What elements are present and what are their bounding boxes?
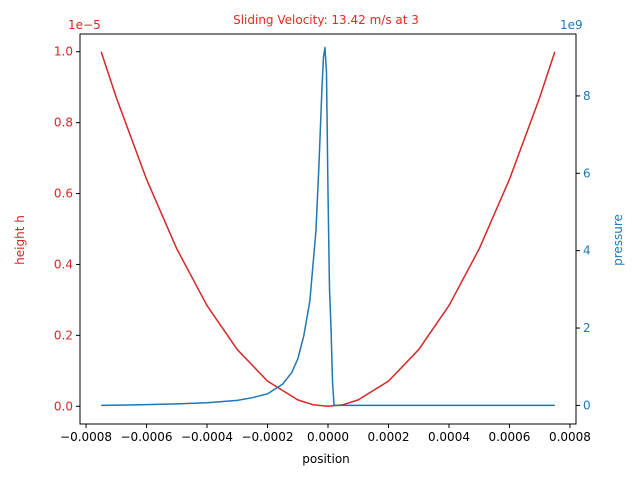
x-axis-label: position — [302, 452, 350, 466]
height-series-line — [100, 51, 556, 408]
y-left-tick-label: 0.2 — [54, 328, 73, 342]
y-right-tick-label: 2 — [583, 321, 591, 335]
x-tick-label: −0.0006 — [121, 430, 173, 444]
x-tick-label: 0.0002 — [367, 430, 409, 444]
y-right-tick-label: 4 — [583, 244, 591, 258]
right-axis-multiplier: 1e9 — [560, 18, 583, 32]
x-tick-label: 0.0004 — [428, 430, 470, 444]
y-right-tick-label: 8 — [583, 89, 591, 103]
x-tick-label: 0.0008 — [549, 430, 591, 444]
chart-title: Sliding Velocity: 13.42 m/s at 3 — [233, 13, 419, 27]
x-tick-label: −0.0008 — [60, 430, 112, 444]
y-left-tick-label: 0.8 — [54, 116, 73, 130]
y-right-tick-label: 6 — [583, 166, 591, 180]
x-tick-label: 0.0000 — [307, 430, 349, 444]
plot-area: −0.0008 −0.0006 −0.0004 −0.0002 0.0000 0.0002… — [54, 33, 591, 444]
y-left-tick-label: 1.0 — [54, 45, 73, 59]
y-left-axis-label: height h — [13, 215, 27, 265]
y-right-axis-label: pressure — [611, 214, 625, 266]
y-left-tick-label: 0.4 — [54, 257, 73, 271]
x-tick-label: −0.0004 — [181, 430, 233, 444]
left-axis-multiplier: 1e−5 — [68, 18, 101, 32]
y-left-tick-label: 0.6 — [54, 187, 73, 201]
pressure-series-line — [101, 46, 555, 407]
x-tick-label: −0.0002 — [241, 430, 293, 444]
y-left-tick-label: 0.0 — [54, 399, 73, 413]
y-right-tick-label: 0 — [583, 398, 591, 412]
x-tick-label: 0.0006 — [488, 430, 530, 444]
